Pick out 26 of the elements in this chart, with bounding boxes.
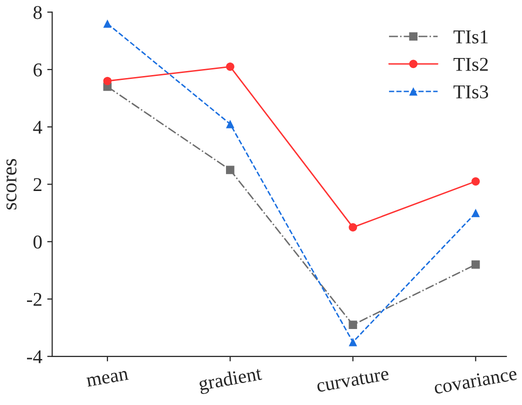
y-tick-label: -4 <box>27 350 42 364</box>
point <box>348 338 358 346</box>
y-tick-label: 0 <box>33 235 42 249</box>
legend-label: TIs1 <box>454 30 488 44</box>
x-tick-label: mean <box>86 370 129 387</box>
point <box>226 62 234 71</box>
y-tick-label: 2 <box>34 178 42 192</box>
x-tick-label: covariance <box>434 366 518 394</box>
y-tick-label: 8 <box>33 6 42 20</box>
point <box>103 76 112 86</box>
point <box>471 177 480 186</box>
x-tick-label: curvature <box>316 368 390 392</box>
point <box>226 166 234 174</box>
y-tick-label: 4 <box>33 120 42 134</box>
y-tick-label: -2 <box>27 292 42 306</box>
y-tick-label: 6 <box>34 63 42 76</box>
point <box>348 223 358 232</box>
point <box>348 320 358 330</box>
legend-label: TIs2 <box>454 58 488 71</box>
point <box>226 120 234 128</box>
point <box>103 19 112 28</box>
x-tick-label: gradient <box>198 366 263 394</box>
point <box>471 208 480 218</box>
point <box>471 260 480 269</box>
y-axis-title: scores <box>6 159 16 210</box>
legend-label: TIs3 <box>454 85 488 98</box>
